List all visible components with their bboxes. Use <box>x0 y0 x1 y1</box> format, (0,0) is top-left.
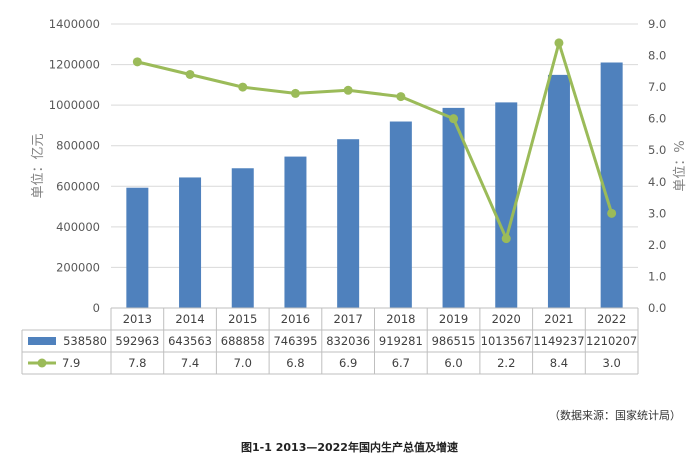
y-right-tick-label: 3.0 <box>648 206 666 220</box>
legend-value-bar: 538580 <box>63 334 107 348</box>
table-growth-2019: 6.0 <box>444 356 462 370</box>
bar-2019 <box>442 107 465 308</box>
legend-value-line: 7.9 <box>62 356 80 370</box>
growth-point-2016 <box>290 88 300 98</box>
legend-key-marker <box>37 358 47 368</box>
growth-point-2020 <box>501 234 511 244</box>
category-label-2016: 2016 <box>281 312 310 326</box>
bar-2014 <box>179 177 202 308</box>
y-right-tick-label: 0.0 <box>648 301 666 315</box>
category-label-2020: 2020 <box>492 312 521 326</box>
category-label-2014: 2014 <box>175 312 204 326</box>
table-gdp-2022: 1210207 <box>586 334 637 348</box>
y-left-tick-label: 800000 <box>56 139 100 153</box>
growth-point-2018 <box>396 92 406 102</box>
category-label-2015: 2015 <box>228 312 257 326</box>
y-left-tick-label: 1200000 <box>49 58 100 72</box>
category-label-2013: 2013 <box>123 312 152 326</box>
figure-caption: 图1-1 2013—2022年国内生产总值及增速 <box>241 441 458 454</box>
y-right-tick-label: 1.0 <box>648 269 666 283</box>
category-label-2018: 2018 <box>386 312 415 326</box>
table-growth-2017: 6.9 <box>339 356 357 370</box>
growth-line <box>137 41 614 241</box>
category-label-2022: 2022 <box>597 312 626 326</box>
bar-2017 <box>337 139 360 308</box>
y-left-axis-title: 单位：亿元 <box>31 133 46 198</box>
table-growth-2020: 2.2 <box>497 356 515 370</box>
growth-point-2019 <box>449 114 459 124</box>
growth-point-2015 <box>238 82 248 92</box>
growth-point-2014 <box>185 69 195 79</box>
y-right-tick-label: 8.0 <box>648 49 666 63</box>
table-growth-2021: 8.4 <box>550 356 568 370</box>
growth-point-2022 <box>607 208 617 218</box>
table-growth-2015: 7.0 <box>234 356 252 370</box>
y-right-tick-label: 9.0 <box>648 17 666 31</box>
bar-2018 <box>389 121 412 309</box>
table-growth-2016: 6.8 <box>286 356 304 370</box>
bar-2016 <box>284 156 307 308</box>
table-growth-2018: 6.7 <box>392 356 410 370</box>
bar-2015 <box>231 168 254 308</box>
category-label-2021: 2021 <box>544 312 573 326</box>
category-label-2019: 2019 <box>439 312 468 326</box>
growth-point-2021 <box>554 38 564 48</box>
y-right-tick-label: 7.0 <box>648 80 666 94</box>
y-right-tick-label: 6.0 <box>648 112 666 126</box>
y-left-tick-label: 600000 <box>56 179 100 193</box>
growth-point-2013 <box>132 57 142 67</box>
y-right-tick-label: 4.0 <box>648 175 666 189</box>
table-growth-2022: 3.0 <box>603 356 621 370</box>
table-gdp-2020: 1013567 <box>481 334 532 348</box>
table-gdp-2013: 592963 <box>115 334 159 348</box>
bar-2022 <box>600 62 623 308</box>
growth-point-2017 <box>343 85 353 95</box>
source-note: （数据来源：国家统计局） <box>549 409 681 422</box>
table-gdp-2019: 986515 <box>432 334 476 348</box>
table-gdp-2014: 643563 <box>168 334 212 348</box>
table-gdp-2017: 832036 <box>326 334 370 348</box>
y-right-axis-title: 单位：% <box>673 140 688 191</box>
table-gdp-2015: 688858 <box>221 334 265 348</box>
y-left-tick-label: 200000 <box>56 260 100 274</box>
table-gdp-2021: 1149237 <box>533 334 584 348</box>
y-left-tick-label: 1000000 <box>49 98 100 112</box>
y-left-tick-label: 0 <box>93 301 100 315</box>
y-left-tick-label: 400000 <box>56 220 100 234</box>
table-gdp-2018: 919281 <box>379 334 423 348</box>
category-label-2017: 2017 <box>334 312 363 326</box>
legend-key-bar <box>28 337 56 345</box>
y-left-tick-label: 1400000 <box>49 17 100 31</box>
table-growth-2013: 7.8 <box>128 356 146 370</box>
table-gdp-2016: 746395 <box>273 334 317 348</box>
table-growth-2014: 7.4 <box>181 356 199 370</box>
y-right-tick-label: 5.0 <box>648 143 666 157</box>
y-right-tick-label: 2.0 <box>648 238 666 252</box>
bar-2020 <box>495 102 518 309</box>
bar-2013 <box>126 187 149 308</box>
bar-2021 <box>547 74 570 308</box>
